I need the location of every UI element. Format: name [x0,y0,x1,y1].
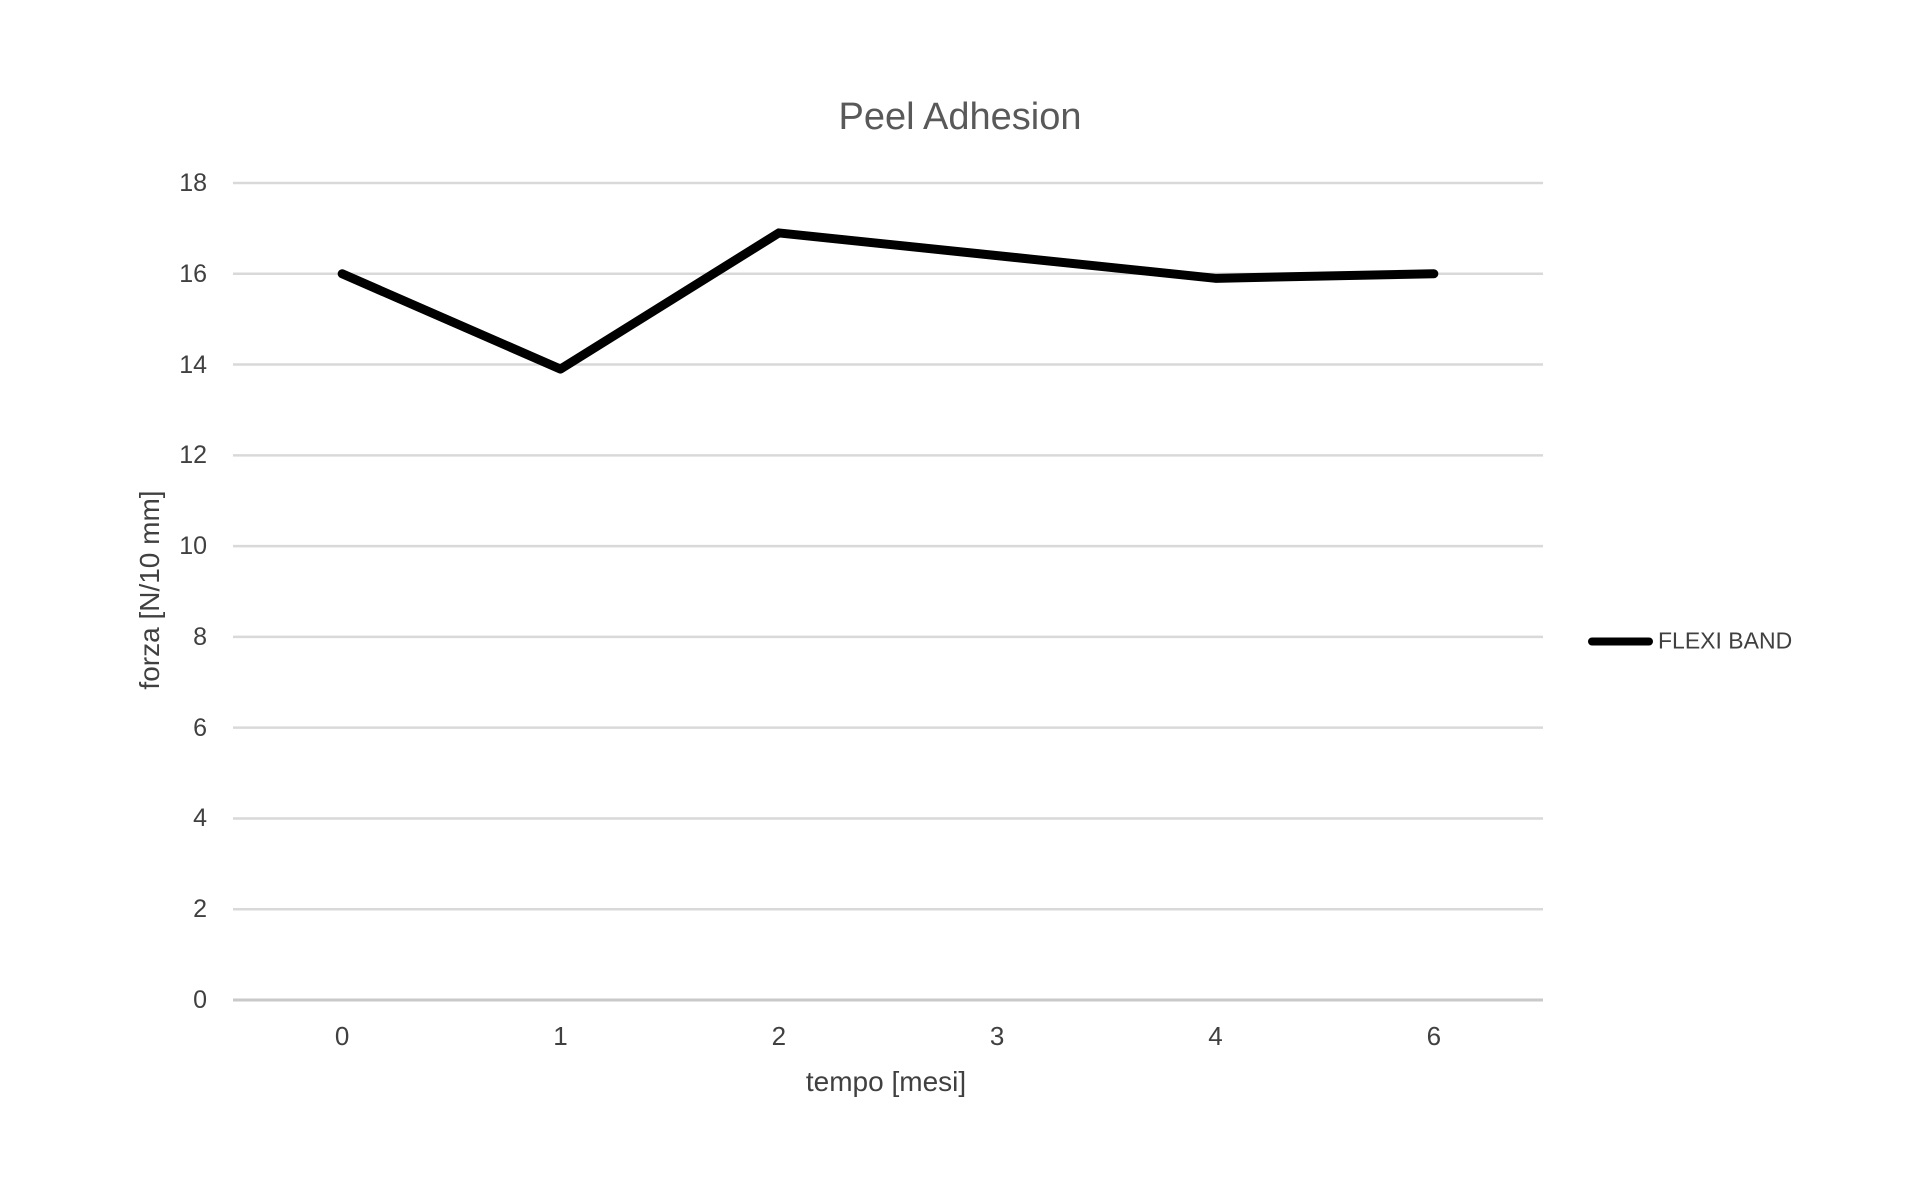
legend: FLEXI BAND [1588,628,1792,655]
y-tick-label: 4 [193,804,207,833]
chart-title: Peel Adhesion [838,96,1082,138]
y-tick-label: 8 [193,622,207,651]
x-axis-title: tempo [mesi] [805,1066,967,1097]
x-tick-label: 2 [771,1021,787,1051]
y-tick-label: 12 [179,441,207,470]
x-tick-label: 6 [1426,1021,1442,1051]
y-tick-label: 16 [179,259,207,288]
x-tick-label: 3 [989,1021,1005,1051]
x-tick-label: 4 [1208,1021,1223,1051]
y-tick-label: 14 [179,350,207,379]
legend-series-label: FLEXI BAND [1658,627,1793,654]
y-tick-label: 18 [179,169,207,197]
legend-line-swatch [1588,637,1653,645]
y-tick-label: 0 [193,986,207,1014]
x-tick-label: 1 [553,1021,568,1051]
series-line [337,228,1439,374]
x-tick-label: 0 [334,1021,350,1051]
y-tick-label: 10 [179,532,207,561]
y-tick-label: 2 [193,895,207,924]
y-tick-label: 6 [193,713,207,742]
y-axis-title: forza [N/10 mm] [134,490,165,690]
